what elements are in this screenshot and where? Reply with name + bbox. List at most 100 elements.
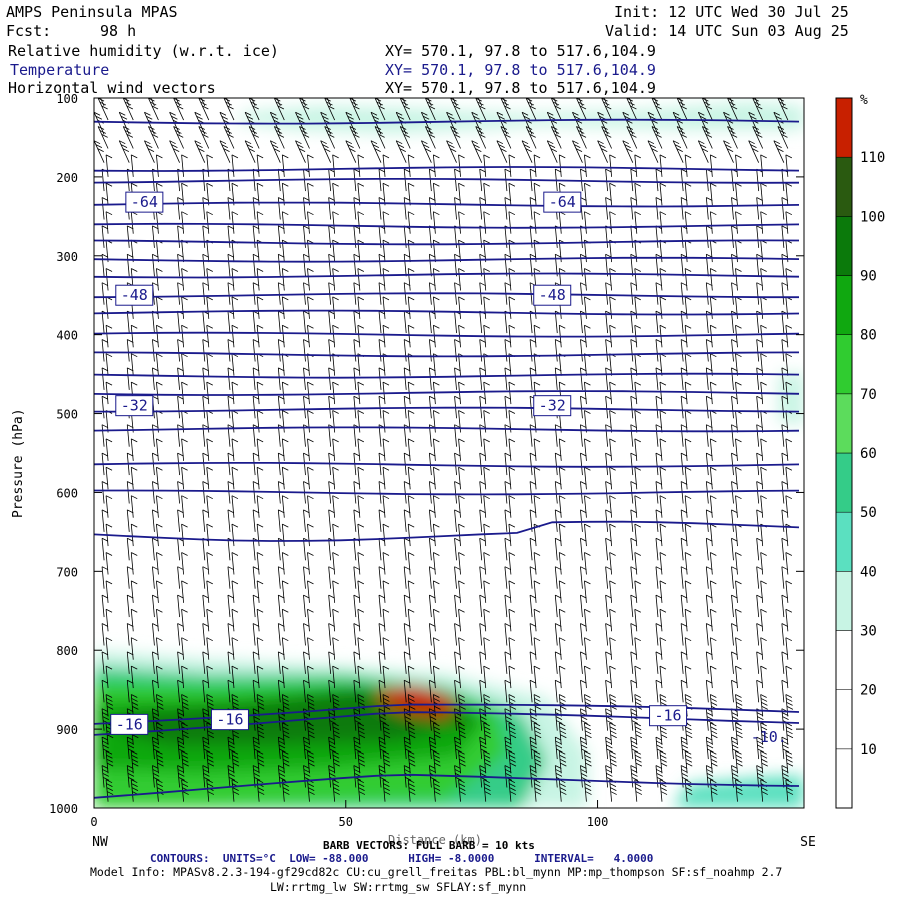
wind-barb (479, 594, 486, 618)
wind-barb (156, 665, 163, 689)
wind-barb (680, 566, 688, 589)
wind-barb (705, 424, 713, 447)
wind-barb (281, 154, 289, 177)
wind-barb (353, 594, 361, 618)
wind-barb (785, 637, 793, 660)
field-xy-temp: XY= 570.1, 97.8 to 517.6,104.9 (385, 61, 656, 79)
wind-barb (181, 750, 189, 774)
wind-barb (584, 552, 591, 575)
wind-barb (760, 154, 767, 177)
wind-barb (281, 779, 290, 802)
temperature-contour (94, 118, 800, 125)
wind-barb (756, 452, 763, 476)
wind-barb (450, 98, 461, 121)
wind-barb (705, 651, 713, 674)
wind-barb (483, 211, 490, 234)
wind-barb (177, 395, 184, 419)
wind-barb (256, 268, 264, 291)
wind-barb (781, 339, 789, 362)
wind-barb (508, 580, 516, 603)
wind-barb (731, 282, 738, 305)
wind-barb (105, 268, 113, 291)
wind-barb (126, 566, 134, 589)
wind-barb (206, 750, 215, 774)
wind-barb (781, 367, 789, 390)
wind-barb (425, 126, 436, 149)
wind-barb (705, 679, 713, 703)
wind-barb (584, 182, 591, 206)
wind-barb (407, 154, 415, 177)
wind-barb (256, 438, 264, 461)
field-name-rh: Relative humidity (w.r.t. ice) (8, 42, 279, 60)
wind-barb (126, 679, 134, 703)
wind-barb (529, 310, 537, 334)
wind-barb (760, 552, 767, 575)
wind-barb (454, 566, 461, 589)
wind-barb (584, 665, 591, 689)
wind-barb (169, 140, 180, 163)
wind-barb (202, 197, 209, 220)
wind-barb (281, 296, 289, 319)
se-label: SE (800, 835, 816, 850)
wind-barb (219, 140, 231, 163)
wind-barb (156, 495, 163, 518)
wind-barb (403, 509, 411, 532)
wind-barb (479, 367, 486, 390)
wind-barb (281, 466, 289, 490)
wind-barb (454, 253, 461, 277)
wind-barb (655, 566, 663, 589)
wind-barb (659, 381, 667, 405)
wind-barb (502, 98, 508, 107)
wind-barb (558, 154, 566, 177)
wind-barb (709, 296, 717, 319)
wind-barb (508, 608, 516, 632)
wind-barb (655, 537, 663, 561)
wind-barb (701, 126, 713, 149)
wind-barb (458, 410, 465, 433)
wind-barb (101, 594, 109, 618)
wind-barb (655, 736, 664, 760)
wind-barb (609, 182, 616, 206)
wind-barb (256, 608, 264, 632)
wind-barb (432, 410, 440, 433)
wind-barb (303, 225, 310, 248)
wind-barb (655, 452, 663, 476)
wind-barb (727, 98, 738, 121)
wind-barb (504, 481, 512, 504)
wind-barb (760, 694, 768, 717)
wind-barb (376, 98, 382, 107)
wind-barb (709, 410, 717, 433)
wind-barb (454, 679, 461, 703)
y-axis-title: Pressure (hPa) (11, 408, 26, 518)
wind-barb (529, 708, 538, 731)
wind-barb (101, 623, 109, 646)
wind-barb (458, 580, 465, 603)
wind-barb (558, 353, 566, 376)
wind-barb (403, 481, 411, 504)
wind-barb (609, 495, 616, 518)
wind-barb (709, 665, 717, 689)
wind-barb (483, 750, 491, 774)
y-tick-label: 300 (56, 250, 78, 264)
wind-barb (756, 537, 763, 561)
wind-barb (580, 339, 587, 362)
wind-barb (357, 324, 365, 348)
temp-label: -32 (121, 397, 148, 415)
wind-barb (152, 509, 159, 532)
wind-barb (202, 594, 209, 618)
colorbar-frame (835, 97, 853, 809)
wind-barb (256, 495, 264, 518)
wind-barb (458, 438, 465, 461)
temp-label-box (533, 284, 572, 306)
wind-barb (773, 140, 785, 163)
wind-barb (173, 98, 184, 121)
wind-barb (655, 679, 663, 703)
wind-barb (760, 438, 767, 461)
wind-barb (504, 765, 513, 788)
wind-barb (508, 268, 516, 291)
wind-barb (684, 495, 692, 518)
wind-barb (680, 452, 688, 476)
wind-barb (504, 339, 512, 362)
wind-barb (659, 296, 667, 319)
wind-barb (580, 225, 587, 248)
